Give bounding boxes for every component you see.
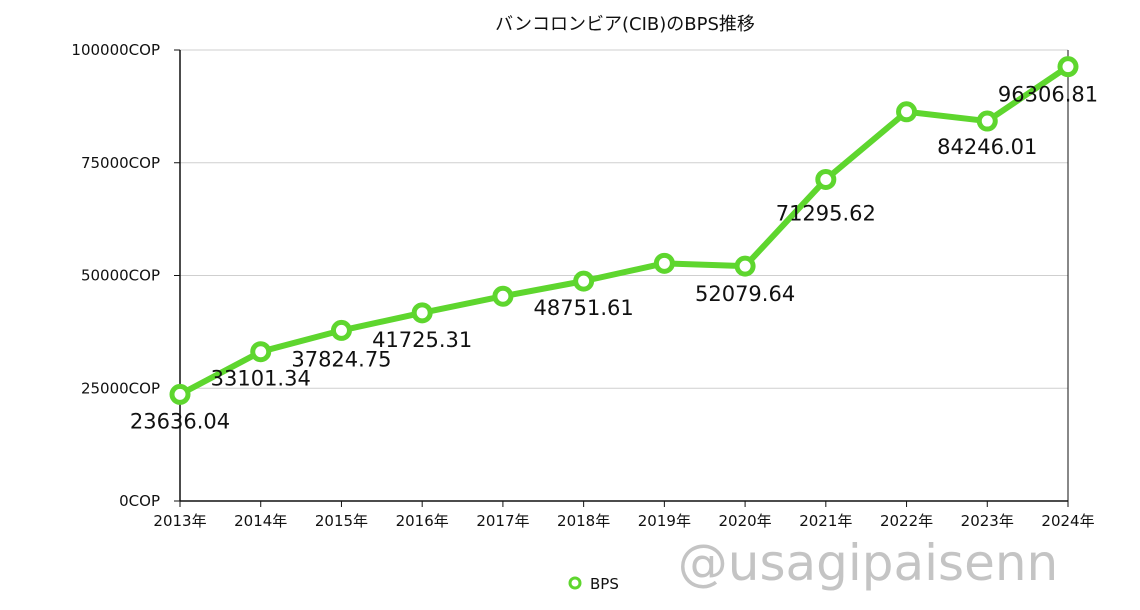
x-tick-label: 2023年 (961, 512, 1014, 530)
x-tick-label: 2024年 (1041, 512, 1094, 530)
grid-lines (180, 49, 1068, 389)
data-label: 48751.61 (534, 296, 634, 320)
x-tick-label: 2022年 (880, 512, 933, 530)
x-tick-label: 2014年 (234, 512, 287, 530)
data-point-7 (734, 255, 756, 277)
x-tick-label: 2017年 (476, 512, 529, 530)
series-line-bps (177, 63, 1071, 398)
x-tick-label: 2021年 (799, 512, 852, 530)
data-point-9 (896, 101, 918, 123)
legend-marker-bps (568, 576, 582, 590)
data-point-5 (573, 270, 595, 292)
data-label: 33101.34 (211, 367, 311, 391)
data-point-8 (815, 168, 837, 190)
x-tick-label: 2019年 (638, 512, 691, 530)
x-tick-label: 2013年 (153, 512, 206, 530)
data-point-11 (1057, 56, 1079, 78)
data-label: 71295.62 (776, 201, 876, 225)
data-label: 96306.81 (998, 83, 1098, 107)
x-tick-label: 2020年 (718, 512, 771, 530)
y-axis-ticks: 0COP 25000COP 50000COP 75000COP 100000COP (71, 41, 160, 510)
data-label: 52079.64 (695, 282, 795, 306)
legend-label-bps: BPS (590, 575, 619, 593)
data-point-0 (169, 383, 191, 405)
axes (174, 49, 1069, 507)
y-tick-label: 75000COP (81, 154, 160, 172)
data-point-1 (250, 341, 272, 363)
legend: BPS (568, 575, 619, 593)
data-point-3 (411, 302, 433, 324)
y-tick-label: 25000COP (81, 379, 160, 397)
x-tick-label: 2016年 (396, 512, 449, 530)
y-tick-label: 0COP (119, 492, 160, 510)
chart-title: バンコロンビア(CIB)のBPS推移 (495, 14, 755, 35)
data-point-4 (492, 285, 514, 307)
data-label: 41725.31 (372, 328, 472, 352)
y-tick-label: 50000COP (81, 267, 160, 285)
data-point-2 (330, 319, 352, 341)
y-tick-label: 100000COP (71, 41, 160, 59)
data-point-6 (653, 252, 675, 274)
watermark: @usagipaisenn (678, 534, 1058, 592)
data-point-10 (976, 110, 998, 132)
x-tick-label: 2018年 (557, 512, 610, 530)
data-label: 37824.75 (291, 347, 391, 371)
series-bps (169, 56, 1079, 405)
data-label: 23636.04 (130, 409, 230, 433)
data-label: 84246.01 (937, 135, 1037, 159)
x-tick-label: 2015年 (315, 512, 368, 530)
x-axis-ticks: 2013年 2014年 2015年 2016年 2017年 2018年 2019年 2020年… (153, 512, 1094, 530)
